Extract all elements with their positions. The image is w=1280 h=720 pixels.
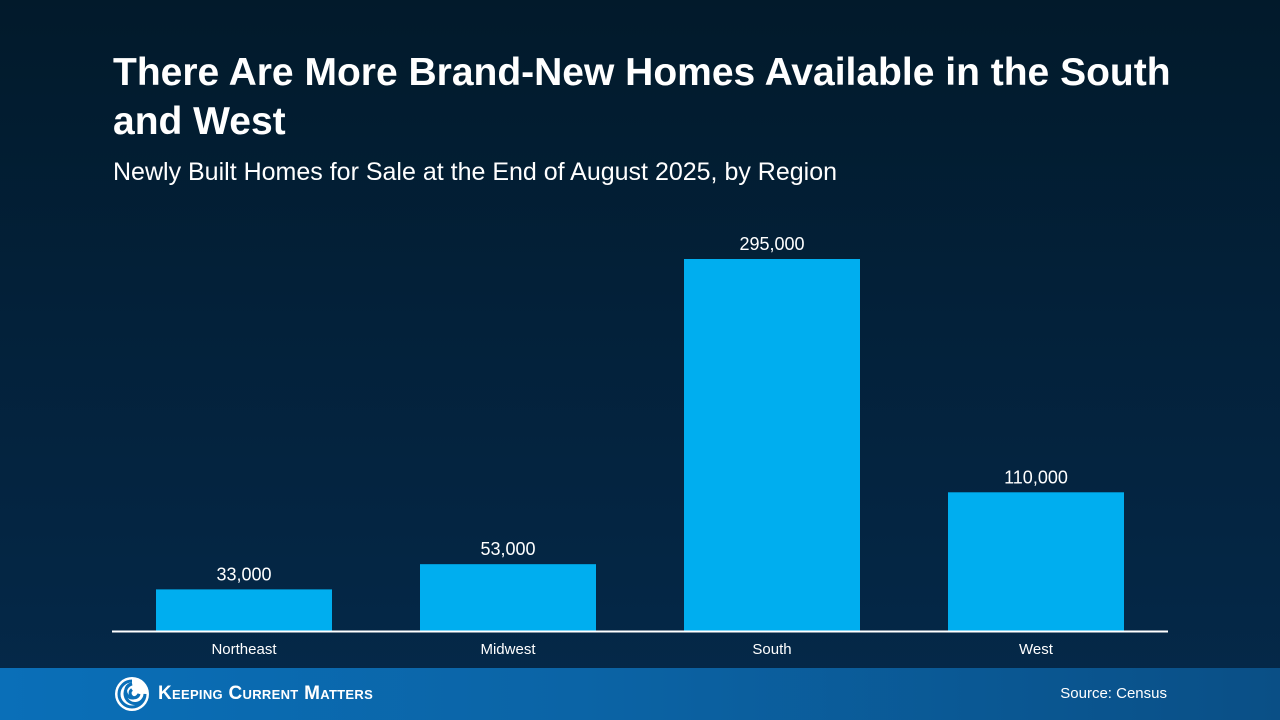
data-label-south: 295,000 [739,234,804,254]
data-label-midwest: 53,000 [480,539,535,559]
brand-logo: Keeping Current Matters [114,676,373,712]
data-label-west: 110,000 [1004,467,1068,487]
source-note: Source: Census [1060,685,1167,702]
tick-label-midwest: Midwest [480,641,536,658]
chart-subtitle: Newly Built Homes for Sale at the End of… [113,158,838,186]
swirl-icon [115,677,149,711]
bar-chart: 33,000 Northeast 53,000 Midwest 295,000 South… [156,234,1124,658]
brand-name: Keeping Current Matters [158,683,374,704]
bar-west [948,492,1124,631]
footer-bar: Keeping Current Matters Source: Census [0,668,1280,720]
tick-label-west: West [1019,641,1054,658]
bar-south [684,259,860,631]
bar-midwest [420,564,596,631]
bars-group: 33,000 Northeast 53,000 Midwest 295,000 South… [156,234,1124,658]
chart-title: There Are More Brand-New Homes Available… [113,51,1171,143]
tick-label-northeast: Northeast [211,641,277,658]
data-label-northeast: 33,000 [216,564,271,584]
bar-northeast [156,589,332,631]
tick-label-south: South [752,641,791,658]
